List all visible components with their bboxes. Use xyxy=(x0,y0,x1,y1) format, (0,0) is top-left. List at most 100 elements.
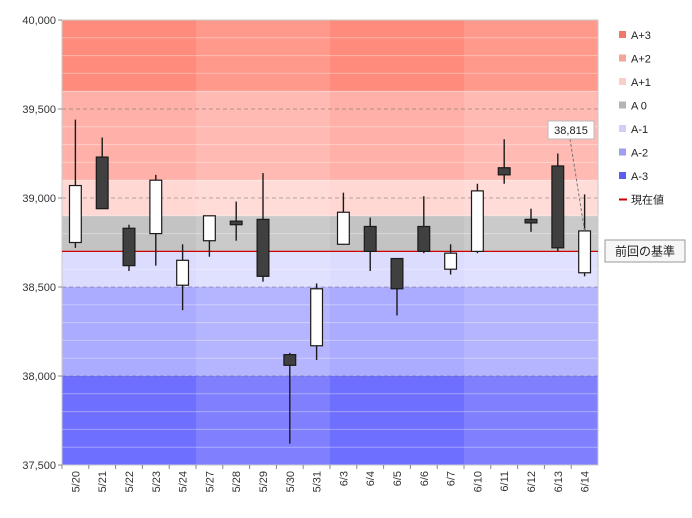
candle-body-down xyxy=(283,354,297,366)
current-value-box xyxy=(547,120,595,140)
x-tick-label: 5/27 xyxy=(204,471,216,492)
legend-item: A+3 xyxy=(619,30,651,42)
candle-body-up xyxy=(444,252,458,270)
x-tick-label: 6/13 xyxy=(553,471,565,492)
week-shade-1 xyxy=(464,20,598,465)
legend-label: A+2 xyxy=(631,54,651,66)
candle-body-down xyxy=(363,225,377,252)
candle xyxy=(229,201,243,241)
candle-body-down xyxy=(417,225,431,252)
candle-body-down xyxy=(256,218,270,277)
candle-body-down xyxy=(229,220,243,226)
candles xyxy=(68,119,592,444)
y-tick-label: 39,500 xyxy=(22,104,56,116)
x-tick-label: 5/30 xyxy=(285,471,297,492)
x-tick-label: 5/23 xyxy=(151,471,163,492)
y-tick-label: 37,500 xyxy=(22,460,56,472)
candle xyxy=(578,194,592,277)
candle-body-down xyxy=(95,156,109,210)
candle xyxy=(283,352,297,444)
candle xyxy=(363,217,377,271)
callout-leader xyxy=(569,138,586,232)
candle-body-up xyxy=(202,215,216,242)
current-value-label: 38,815 xyxy=(554,125,588,137)
candle xyxy=(68,119,82,248)
y-tick-label: 39,000 xyxy=(22,193,56,205)
x-tick-label: 6/3 xyxy=(338,471,350,486)
candle-body-down xyxy=(524,218,538,224)
candle-body-up xyxy=(578,230,592,274)
candle-body-up xyxy=(68,184,82,244)
x-tick-label: 6/12 xyxy=(526,471,538,492)
candle-body-up xyxy=(336,211,350,245)
candle-body-down xyxy=(497,167,511,176)
legend-label: A-2 xyxy=(631,148,648,160)
legend-label: A+1 xyxy=(631,77,651,89)
legend-swatch xyxy=(619,101,626,109)
zone-band-Aplus2 xyxy=(62,91,598,181)
zone-band-Aminus3 xyxy=(62,376,598,465)
x-tick-label: 5/29 xyxy=(258,471,270,492)
legend-swatch xyxy=(619,125,626,132)
candle xyxy=(122,224,136,271)
legend-swatch xyxy=(619,31,626,38)
zone-bands xyxy=(62,20,598,465)
x-tick-label: 5/28 xyxy=(231,471,243,492)
candle xyxy=(497,139,511,184)
candle xyxy=(524,208,538,232)
legend-item: A-1 xyxy=(619,124,648,136)
legend-item: 現在値 xyxy=(619,194,664,207)
candle-body-up xyxy=(310,288,324,347)
x-tick-label: 5/31 xyxy=(312,471,324,492)
candle xyxy=(256,173,270,282)
candle-body-down xyxy=(122,227,136,267)
candle xyxy=(470,183,484,254)
legend-item: A 0 xyxy=(619,101,647,113)
candle xyxy=(417,196,431,254)
candle xyxy=(444,244,458,275)
candle-body-down xyxy=(390,257,404,290)
previous-basis-label: 前回の基準 xyxy=(615,244,675,259)
candle xyxy=(149,174,163,266)
x-tick-label: 6/4 xyxy=(365,471,377,486)
legend-swatch xyxy=(619,78,626,85)
x-tick-label: 6/6 xyxy=(419,471,431,486)
zone-band-Aplus3 xyxy=(62,20,598,92)
legend-label: A+3 xyxy=(631,30,651,42)
x-tick-label: 5/21 xyxy=(97,471,109,492)
zone-band-Aminus1 xyxy=(62,251,598,287)
candle xyxy=(336,192,350,245)
legend-item: A+2 xyxy=(619,54,651,66)
legend-item: A+1 xyxy=(619,77,651,89)
legend-item: A-3 xyxy=(619,171,648,183)
candle xyxy=(390,257,404,316)
x-tick-label: 6/11 xyxy=(499,471,511,492)
candle-body-down xyxy=(551,165,565,249)
legend-swatch xyxy=(619,54,626,62)
week-shading xyxy=(196,20,598,465)
y-tick-label: 40,000 xyxy=(22,15,56,27)
candle-body-up xyxy=(470,190,484,253)
candle xyxy=(202,215,216,257)
legend-swatch xyxy=(619,148,626,156)
x-axis: 5/20 5/21 5/22 5/23 5/24 5/27 5/28 5/29 5/30 5/31… xyxy=(61,465,592,492)
legend-swatch xyxy=(619,172,626,179)
candle xyxy=(551,153,565,252)
legend-label: A 0 xyxy=(631,101,647,113)
x-tick-label: 6/14 xyxy=(580,471,592,492)
candle xyxy=(95,137,109,210)
legend: A+3 A+2 A+1 A 0 A-1 A-2 A-3 現在値 xyxy=(619,30,664,207)
x-tick-label: 6/5 xyxy=(392,471,404,486)
legend-label: A-3 xyxy=(631,171,648,183)
y-axis: 37,500 38,000 38,500 39,000 39,500 40,000 xyxy=(22,15,62,472)
x-tick-label: 5/22 xyxy=(124,471,136,492)
candle xyxy=(310,283,324,360)
previous-basis-box xyxy=(604,239,686,263)
candle-body-up xyxy=(176,259,190,286)
x-tick-label: 5/24 xyxy=(178,471,190,492)
y-tick-label: 38,000 xyxy=(22,371,56,383)
x-tick-label: 5/20 xyxy=(70,471,82,492)
legend-label: 現在値 xyxy=(631,194,664,207)
